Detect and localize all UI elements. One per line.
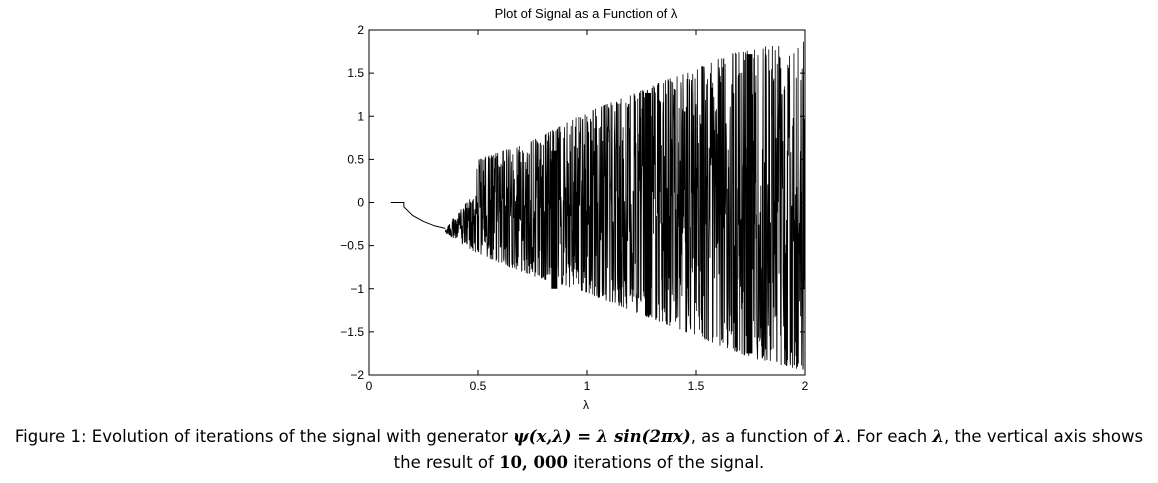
figure-caption: Figure 1: Evolution of iterations of the… xyxy=(0,424,1158,476)
caption-text: iterations of the signal. xyxy=(567,453,765,472)
caption-text: , as a function of xyxy=(690,427,835,446)
plot-title: Plot of Signal as a Function of λ xyxy=(495,6,678,21)
signal-plot: Plot of Signal as a Function of λ 0 0.5 1 1… xyxy=(340,6,808,412)
caption-number: 10, 000 xyxy=(499,453,568,472)
periodic-window xyxy=(645,92,652,315)
y-tick-label: −2 xyxy=(350,368,364,382)
caption-line-2: the result of 10, 000 iterations of the … xyxy=(0,450,1158,476)
x-axis-label: λ xyxy=(583,398,589,412)
x-tick-label: 0 xyxy=(366,379,373,393)
caption-text: Figure 1: Evolution of iterations of the… xyxy=(14,427,514,446)
x-tick-label: 2 xyxy=(802,379,809,393)
caption-text: the result of xyxy=(393,453,500,472)
caption-formula-lambda: λ xyxy=(596,427,609,446)
y-tick-label: 0.5 xyxy=(347,152,364,166)
periodic-window xyxy=(551,150,558,289)
y-tick-label: 2 xyxy=(357,23,364,37)
caption-formula-lhs: ψ(x,λ) xyxy=(513,427,572,446)
chaotic-oscillation xyxy=(444,41,806,370)
caption-lambda: λ xyxy=(834,427,846,446)
x-tick-label: 0.5 xyxy=(470,379,487,393)
y-tick-label: 1.5 xyxy=(347,66,364,80)
caption-lambda: λ xyxy=(932,427,944,446)
y-tick-label: −0.5 xyxy=(340,239,364,253)
stable-branch xyxy=(390,202,446,229)
y-tick-label: 1 xyxy=(357,109,364,123)
y-tick-label: −1 xyxy=(350,282,364,296)
caption-equals: = xyxy=(571,427,597,446)
axis-ticks: 0 0.5 1 1.5 2 2 1.5 1 0.5 0 −0.5 −1 −1.5 −2 xyxy=(340,23,808,393)
caption-text: . For each xyxy=(845,427,933,446)
signal-trace xyxy=(390,41,806,370)
y-tick-label: 0 xyxy=(357,196,364,210)
caption-line-1: Figure 1: Evolution of iterations of the… xyxy=(0,424,1158,450)
periodic-window xyxy=(746,54,753,354)
caption-formula-sin: sin(2πx) xyxy=(608,427,691,446)
figure: Plot of Signal as a Function of λ 0 0.5 1 1… xyxy=(340,6,808,412)
x-tick-label: 1 xyxy=(584,379,591,393)
x-tick-label: 1.5 xyxy=(688,379,705,393)
y-tick-label: −1.5 xyxy=(340,325,364,339)
caption-text: , the vertical axis shows xyxy=(944,427,1144,446)
